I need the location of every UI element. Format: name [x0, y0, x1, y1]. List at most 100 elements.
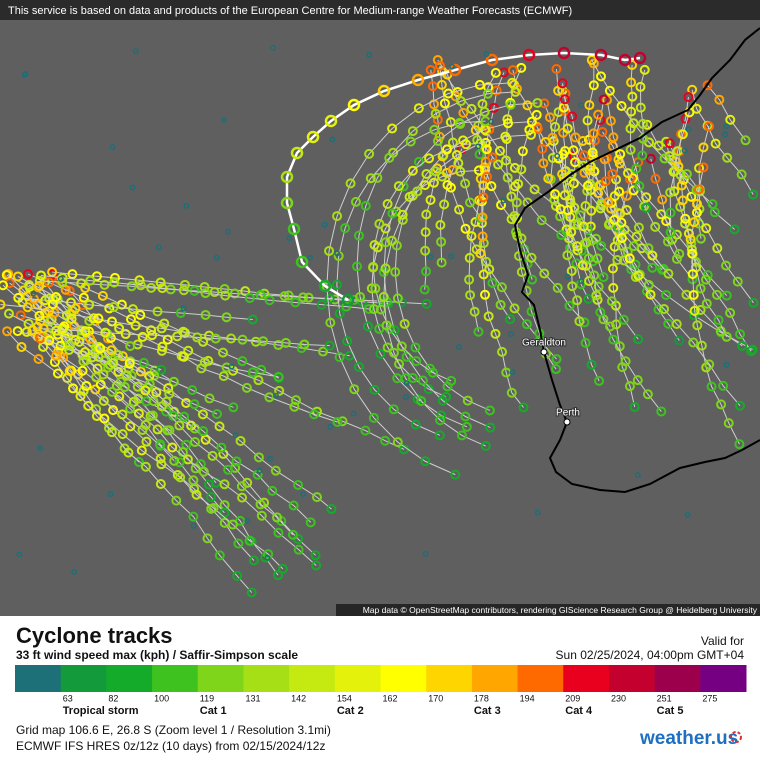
track-point [688, 310, 699, 321]
track-point [253, 452, 264, 463]
track-point [714, 94, 725, 105]
scale-label: 275 [702, 693, 717, 703]
track-point [106, 427, 117, 438]
track-point [277, 563, 288, 574]
track-dot [427, 253, 434, 260]
track-point [460, 178, 471, 189]
track-point [309, 409, 320, 420]
track-point [475, 248, 486, 259]
track-dot [722, 131, 729, 138]
track-point [566, 226, 577, 237]
track-point [380, 435, 391, 446]
track-point [420, 245, 431, 256]
track-point [125, 403, 136, 414]
track-point [503, 118, 514, 129]
track-point [396, 341, 407, 352]
track-point [425, 194, 436, 205]
track-point [342, 336, 353, 347]
track-point [93, 313, 104, 324]
track-point [551, 364, 562, 375]
track-point [133, 457, 144, 468]
track-point [729, 224, 740, 235]
track-point [522, 48, 536, 62]
track-point [210, 333, 221, 344]
track-point [704, 359, 715, 370]
track-point [576, 279, 587, 290]
track-point [424, 153, 435, 164]
track-point [168, 410, 179, 421]
track-point [360, 425, 371, 436]
track-point [121, 370, 132, 381]
track-point [624, 381, 635, 392]
scale-label: 82 [108, 693, 118, 703]
track-point [179, 411, 190, 422]
track-line [383, 134, 532, 447]
track-point [85, 275, 96, 286]
track-point [687, 248, 698, 259]
track-point [633, 334, 644, 345]
track-point [616, 233, 627, 244]
track-point [647, 250, 658, 261]
track-point [70, 334, 81, 345]
track-point [337, 416, 348, 427]
track-point [547, 132, 558, 143]
track-point [368, 412, 379, 423]
track-dot [321, 221, 328, 228]
track-point [125, 314, 136, 325]
track-point [279, 291, 290, 302]
track-point [140, 385, 151, 396]
track-point [237, 492, 248, 503]
track-point [454, 204, 465, 215]
track-point [432, 114, 443, 125]
coastline [513, 27, 760, 494]
track-point [326, 504, 337, 515]
track-point [214, 421, 225, 432]
track-point [353, 361, 364, 372]
track-point [507, 65, 518, 76]
track-point [366, 283, 377, 294]
track-point [650, 221, 661, 232]
track-point [147, 410, 158, 421]
track-point [557, 46, 571, 60]
track-point [349, 384, 360, 395]
track-point [625, 174, 636, 185]
track-point [49, 357, 60, 368]
track-point [99, 413, 110, 424]
track-point [707, 199, 718, 210]
track-point [178, 351, 189, 362]
track-line [669, 112, 690, 233]
track-point [237, 356, 248, 367]
track-point [108, 302, 119, 313]
track-point [607, 263, 618, 274]
track-point [681, 169, 692, 180]
track-point [490, 67, 501, 78]
track-point [325, 317, 336, 328]
track-point [34, 280, 45, 291]
track-point [458, 107, 469, 118]
attribution-bar [336, 604, 760, 616]
track-point [464, 274, 475, 285]
track-point [273, 527, 284, 538]
track-point [108, 357, 119, 368]
color-segment [152, 665, 199, 692]
track-point [593, 109, 604, 120]
track-point [135, 309, 146, 320]
track-point [220, 290, 231, 301]
track-point [657, 194, 668, 205]
track-point [537, 143, 548, 154]
track-point [740, 135, 751, 146]
valid-time: Sun 02/25/2024, 04:00pm GMT+04 [556, 648, 745, 662]
track-point [369, 240, 380, 251]
track-point [114, 391, 125, 402]
track-point [283, 290, 294, 301]
track-point [455, 166, 466, 177]
track-point [104, 303, 115, 314]
track-point [550, 189, 561, 200]
scale-label: 162 [383, 693, 398, 703]
track-point [500, 131, 511, 142]
track-point [574, 316, 585, 327]
track-point [735, 329, 746, 340]
track-line [561, 154, 662, 412]
track-point [580, 200, 591, 211]
track-point [79, 347, 90, 358]
